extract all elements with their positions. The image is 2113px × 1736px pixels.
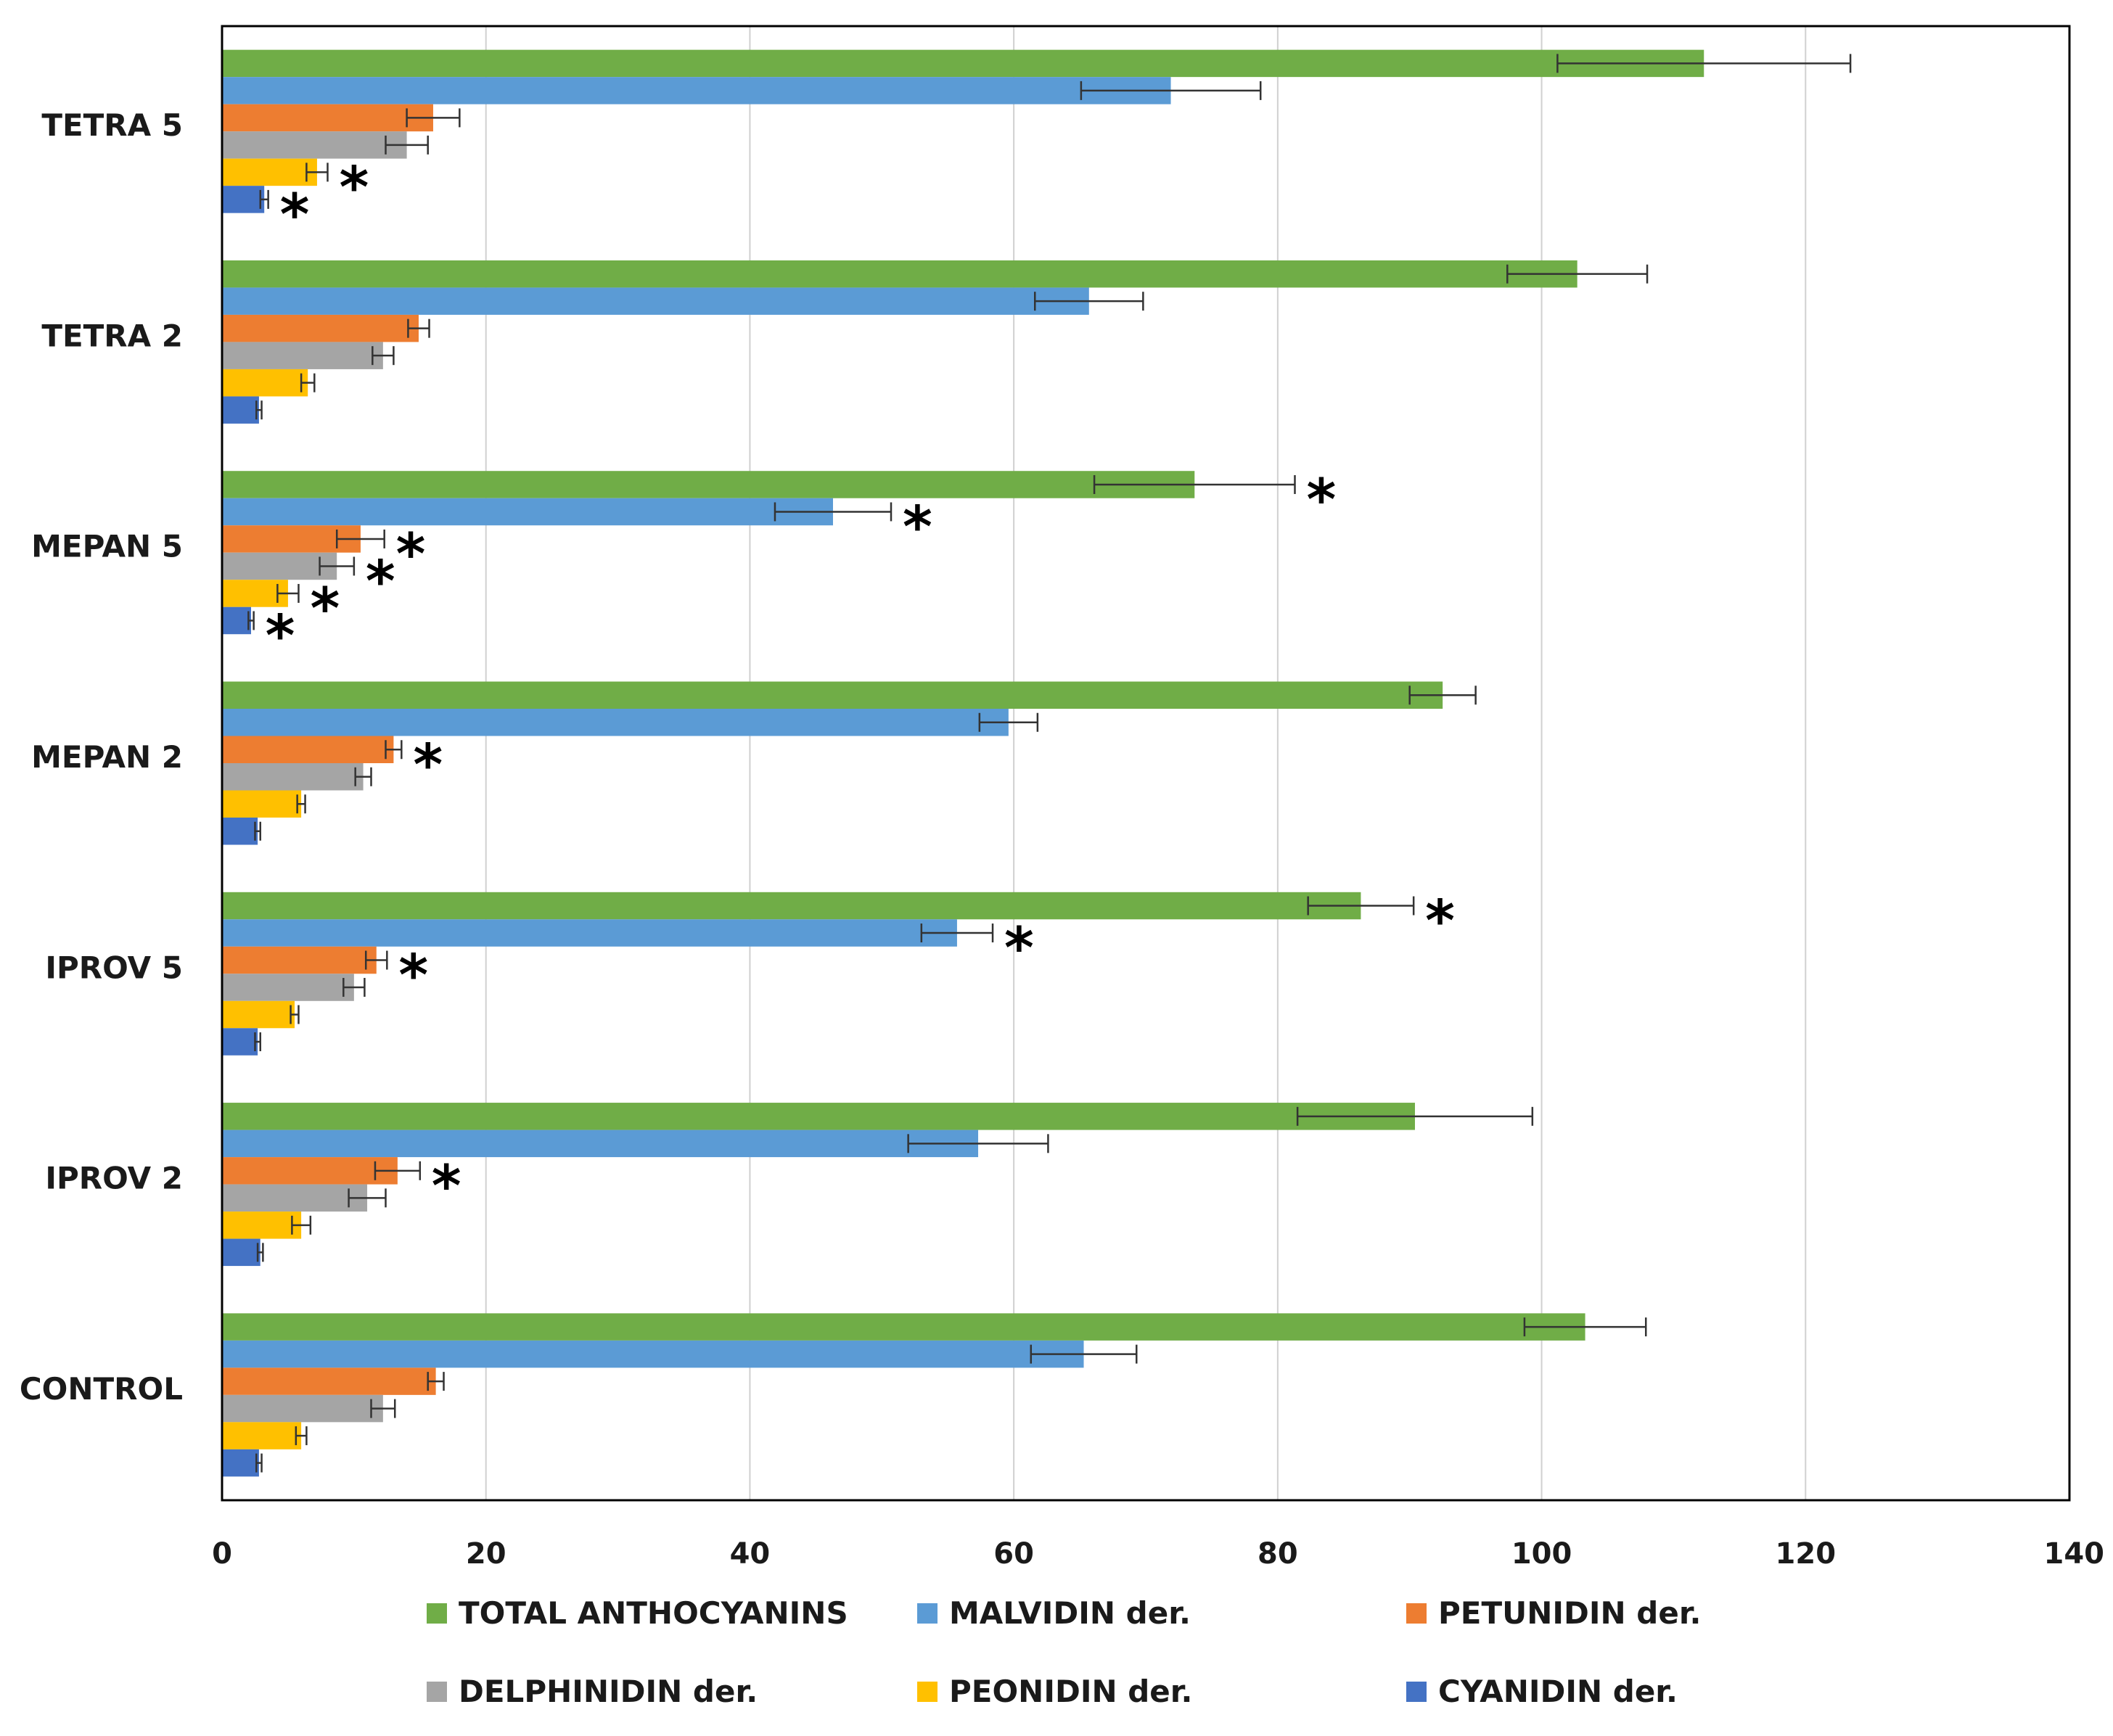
x-tick-label: 40 <box>730 1537 771 1571</box>
significance-marker: * <box>1425 889 1455 955</box>
bar <box>222 342 383 369</box>
x-tick-label: 80 <box>1257 1537 1298 1571</box>
bar <box>222 892 1361 920</box>
significance-marker: * <box>1306 468 1336 533</box>
bar <box>222 77 1171 104</box>
x-tick-label: 100 <box>1511 1537 1572 1571</box>
legend-swatch <box>427 1603 447 1624</box>
bar <box>222 1184 368 1212</box>
x-axis-ticks: 0 20 40 60 80 100 120 140 <box>212 1537 2104 1571</box>
significance-marker: * <box>366 549 395 614</box>
bar <box>222 287 1089 315</box>
legend-label: PETUNIDIN der. <box>1438 1595 1702 1631</box>
bar <box>222 974 354 1001</box>
bar <box>222 1367 436 1395</box>
bar <box>222 709 1009 736</box>
significance-marker: * <box>413 733 443 798</box>
bars <box>222 49 1704 1477</box>
category-label: MEPAN 5 <box>31 529 183 564</box>
bar <box>222 131 407 159</box>
x-tick-label: 140 <box>2044 1537 2105 1571</box>
category-label: MEPAN 2 <box>31 739 183 775</box>
x-tick-label: 0 <box>212 1537 232 1571</box>
bar <box>222 606 252 635</box>
bar <box>222 946 377 974</box>
significance-marker: * <box>398 944 428 1009</box>
legend-label: MALVIDIN der. <box>949 1595 1191 1631</box>
bar <box>222 158 317 186</box>
category-label: CONTROL <box>20 1371 183 1407</box>
legend-swatch <box>917 1682 937 1702</box>
legend-swatch <box>427 1682 447 1702</box>
category-labels: TETRA 5 TETRA 2 MEPAN 5 MEPAN 2 IPROV 5 IPROV… <box>20 107 183 1407</box>
category-label: TETRA 5 <box>41 107 183 143</box>
bar <box>222 471 1195 498</box>
bar <box>222 1449 259 1477</box>
x-tick-label: 120 <box>1776 1537 1837 1571</box>
legend-label: TOTAL ANTHOCYANINS <box>459 1595 848 1631</box>
bar <box>222 1157 398 1185</box>
significance-markers: ************* <box>266 155 1455 1219</box>
significance-marker: * <box>1004 916 1034 982</box>
bar <box>222 1103 1415 1130</box>
bar <box>222 1422 302 1449</box>
legend-swatch <box>1406 1603 1427 1624</box>
bar <box>222 1028 258 1056</box>
bar <box>222 552 337 580</box>
bar <box>222 314 419 342</box>
bar <box>222 1238 260 1267</box>
legend-swatch <box>917 1603 937 1624</box>
bar <box>222 681 1443 709</box>
bar <box>222 736 394 763</box>
bar <box>222 1340 1084 1368</box>
bar <box>222 49 1704 78</box>
significance-marker: * <box>339 155 369 221</box>
gridlines <box>485 26 1807 1500</box>
x-tick-label: 60 <box>993 1537 1034 1571</box>
bar <box>222 369 308 397</box>
significance-marker: * <box>903 495 932 560</box>
bar <box>222 186 265 213</box>
bar <box>222 104 433 132</box>
bar <box>222 498 833 526</box>
bar <box>222 260 1577 288</box>
bar <box>222 818 258 845</box>
bar <box>222 1130 979 1158</box>
legend: TOTAL ANTHOCYANINS MALVIDIN der. PETUNIDIN… <box>427 1595 1702 1709</box>
bar <box>222 1212 302 1239</box>
bar <box>222 763 364 791</box>
bar <box>222 396 259 424</box>
legend-label: CYANIDIN der. <box>1438 1674 1678 1709</box>
significance-marker: * <box>396 522 426 588</box>
category-label: TETRA 2 <box>41 318 183 353</box>
plot-area-border <box>221 25 2071 1502</box>
legend-label: PEONIDIN der. <box>949 1674 1192 1709</box>
bar <box>222 1394 383 1423</box>
significance-marker: * <box>280 183 310 248</box>
error-bars <box>247 54 1852 1473</box>
significance-marker: * <box>310 577 340 642</box>
bar <box>222 1313 1585 1341</box>
bar <box>222 919 957 947</box>
category-label: IPROV 2 <box>45 1161 183 1196</box>
category-label: IPROV 5 <box>45 950 183 985</box>
x-tick-label: 20 <box>466 1537 506 1571</box>
legend-label: DELPHINIDIN der. <box>459 1674 758 1709</box>
legend-swatch <box>1406 1682 1427 1702</box>
bar <box>222 790 302 818</box>
significance-marker: * <box>266 604 295 669</box>
bar <box>222 1000 295 1029</box>
significance-marker: * <box>432 1154 461 1219</box>
